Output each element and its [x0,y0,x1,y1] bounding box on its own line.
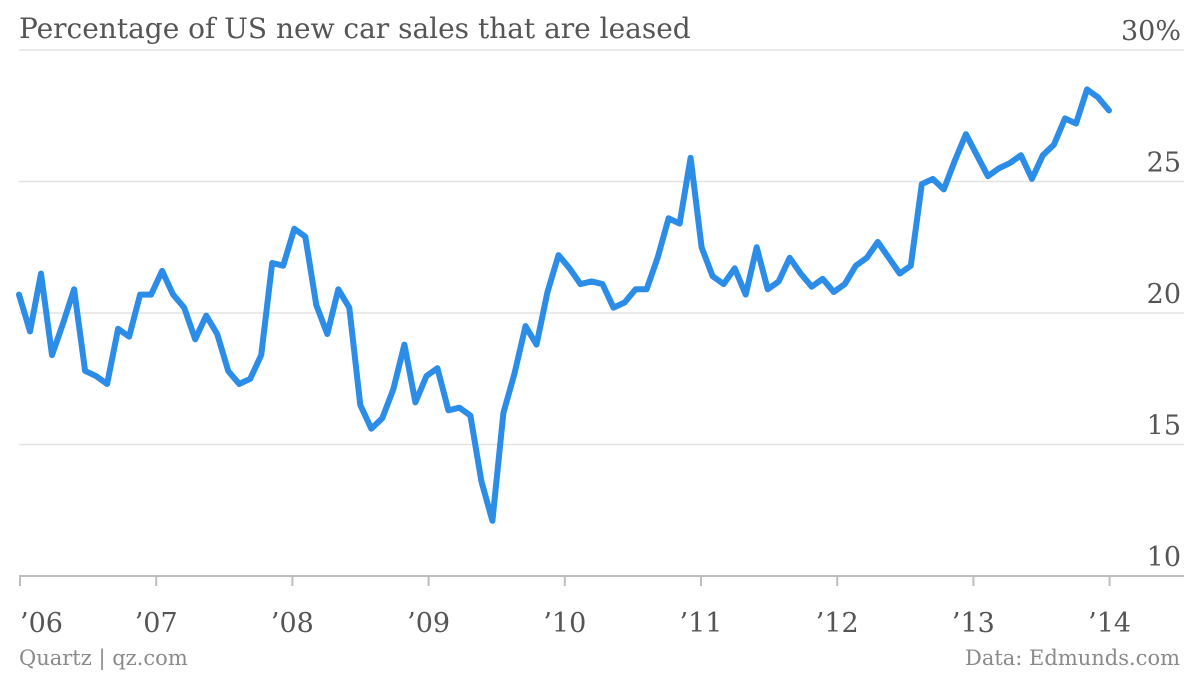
footer-credit: Quartz | qz.com [19,646,188,670]
series-lines [16,86,1112,524]
y-axis-tick-labels: 10 15 20 25 30% [1121,16,1181,573]
x-tick-label: ’14 [1088,608,1131,639]
x-tick-label: ’06 [20,608,63,639]
x-axis: ’06 ’07 ’08 ’09 ’10 ’11 ’12 ’13 ’14 [19,576,1131,639]
x-tick-label: ’10 [543,608,586,639]
x-tick-label: ’09 [407,608,450,639]
y-tick-label: 10 [1147,542,1181,573]
footer-data-source: Data: Edmunds.com [964,646,1180,670]
x-tick-label: ’08 [271,608,314,639]
y-tick-label: 25 [1147,148,1181,179]
gridlines [19,49,1184,577]
chart-title: Percentage of US new car sales that are … [19,12,691,45]
y-tick-label: 20 [1147,279,1181,310]
x-tick-label: ’07 [135,608,178,639]
x-tick-label: ’11 [680,608,723,639]
y-tick-label: 15 [1147,411,1181,442]
series-line [16,86,1112,524]
x-tick-label: ’12 [816,608,859,639]
x-tick-label: ’13 [952,608,995,639]
y-tick-label: 30% [1121,16,1181,47]
